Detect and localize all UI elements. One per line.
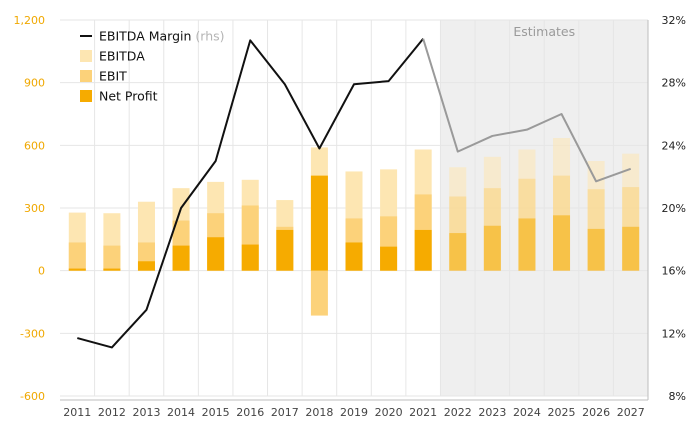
ebit-bar xyxy=(68,242,86,271)
legend-label-text: EBITDA xyxy=(99,49,145,64)
x-tick-label: 2027 xyxy=(617,406,645,419)
left-y-tick-label: 0 xyxy=(38,265,45,278)
legend-label-text: EBIT xyxy=(99,69,127,84)
x-tick-label: 2026 xyxy=(582,406,610,419)
left-y-tick-label: -600 xyxy=(20,390,45,403)
right-y-tick-label: 24% xyxy=(662,139,686,152)
x-tick-label: 2024 xyxy=(513,406,541,419)
net-profit-bar xyxy=(137,261,155,271)
net-profit-bar xyxy=(207,237,225,271)
legend-label: EBITDA Margin (rhs) xyxy=(99,29,225,44)
net-profit-bar xyxy=(345,242,363,271)
net-profit-bar xyxy=(172,245,190,271)
x-tick-label: 2021 xyxy=(409,406,437,419)
right-y-tick-label: 12% xyxy=(662,327,686,340)
x-tick-label: 2012 xyxy=(98,406,126,419)
legend-label: Net Profit xyxy=(99,89,158,104)
x-tick-label: 2015 xyxy=(202,406,230,419)
x-tick-label: 2020 xyxy=(375,406,403,419)
right-y-tick-label: 20% xyxy=(662,202,686,215)
legend-swatch xyxy=(80,70,92,82)
legend-swatch xyxy=(80,50,92,62)
x-tick-label: 2025 xyxy=(548,406,576,419)
net-profit-bar xyxy=(241,244,259,271)
x-tick-label: 2013 xyxy=(132,406,160,419)
net-profit-bar xyxy=(622,226,640,271)
net-profit-bar xyxy=(310,175,328,271)
net-profit-bar xyxy=(414,229,432,271)
net-profit-bar xyxy=(587,228,605,271)
net-profit-bar xyxy=(68,268,86,271)
left-y-tick-label: 1,200 xyxy=(14,14,46,27)
x-tick-label: 2018 xyxy=(305,406,333,419)
net-profit-bar xyxy=(380,246,398,271)
net-profit-bar xyxy=(518,218,536,271)
left-y-tick-label: 900 xyxy=(24,77,45,90)
net-profit-bar xyxy=(276,229,294,271)
x-tick-label: 2011 xyxy=(63,406,91,419)
right-y-tick-label: 16% xyxy=(662,265,686,278)
legend-label-note: (rhs) xyxy=(195,29,224,44)
ebitda-margin-line-estimate xyxy=(422,38,632,183)
x-tick-label: 2014 xyxy=(167,406,195,419)
net-profit-bar xyxy=(449,233,467,271)
right-y-tick-label: 8% xyxy=(669,390,686,403)
x-tick-label: 2019 xyxy=(340,406,368,419)
x-tick-label: 2022 xyxy=(444,406,472,419)
legend-label: EBITDA xyxy=(99,49,145,64)
legend-swatch xyxy=(80,90,92,102)
ebitda-margin-line-actual xyxy=(77,38,424,349)
left-y-tick-label: 600 xyxy=(24,139,45,152)
left-y-tick-label: 300 xyxy=(24,202,45,215)
net-profit-bar xyxy=(103,268,121,271)
x-tick-label: 2017 xyxy=(271,406,299,419)
net-profit-bar xyxy=(483,225,501,271)
right-y-tick-label: 28% xyxy=(662,77,686,90)
left-y-tick-label: -300 xyxy=(20,327,45,340)
legend-label-text: EBITDA Margin xyxy=(99,29,191,44)
ebit-bar xyxy=(310,270,328,316)
right-y-tick-label: 32% xyxy=(662,14,686,27)
x-tick-label: 2023 xyxy=(478,406,506,419)
ebit-bar xyxy=(103,245,121,271)
net-profit-bar xyxy=(553,215,571,271)
legend-label: EBIT xyxy=(99,69,127,84)
x-tick-label: 2016 xyxy=(236,406,264,419)
legend-label-text: Net Profit xyxy=(99,89,158,104)
